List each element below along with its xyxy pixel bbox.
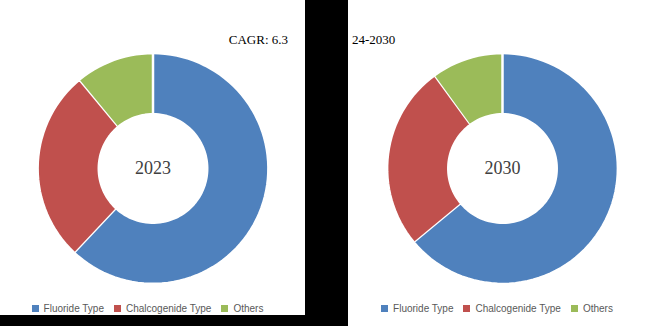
html-text:Fluoride Type: Fluoride Type <box>393 303 454 314</box>
html-text:Fluoride Type: Fluoride Type <box>43 303 104 314</box>
html-text:Others: Others <box>233 303 264 314</box>
html-text:24-2030: 24-2030 <box>352 32 396 47</box>
svg-text:2023: 2023 <box>135 158 171 178</box>
html-text:CAGR: 6.3: CAGR: 6.3 <box>228 32 288 47</box>
html-text:Chalcogenide Type: Chalcogenide Type <box>126 303 212 314</box>
html-text:Others: Others <box>582 303 613 314</box>
svg-text:2030: 2030 <box>485 158 521 178</box>
html-text:Chalcogenide Type: Chalcogenide Type <box>475 303 561 314</box>
